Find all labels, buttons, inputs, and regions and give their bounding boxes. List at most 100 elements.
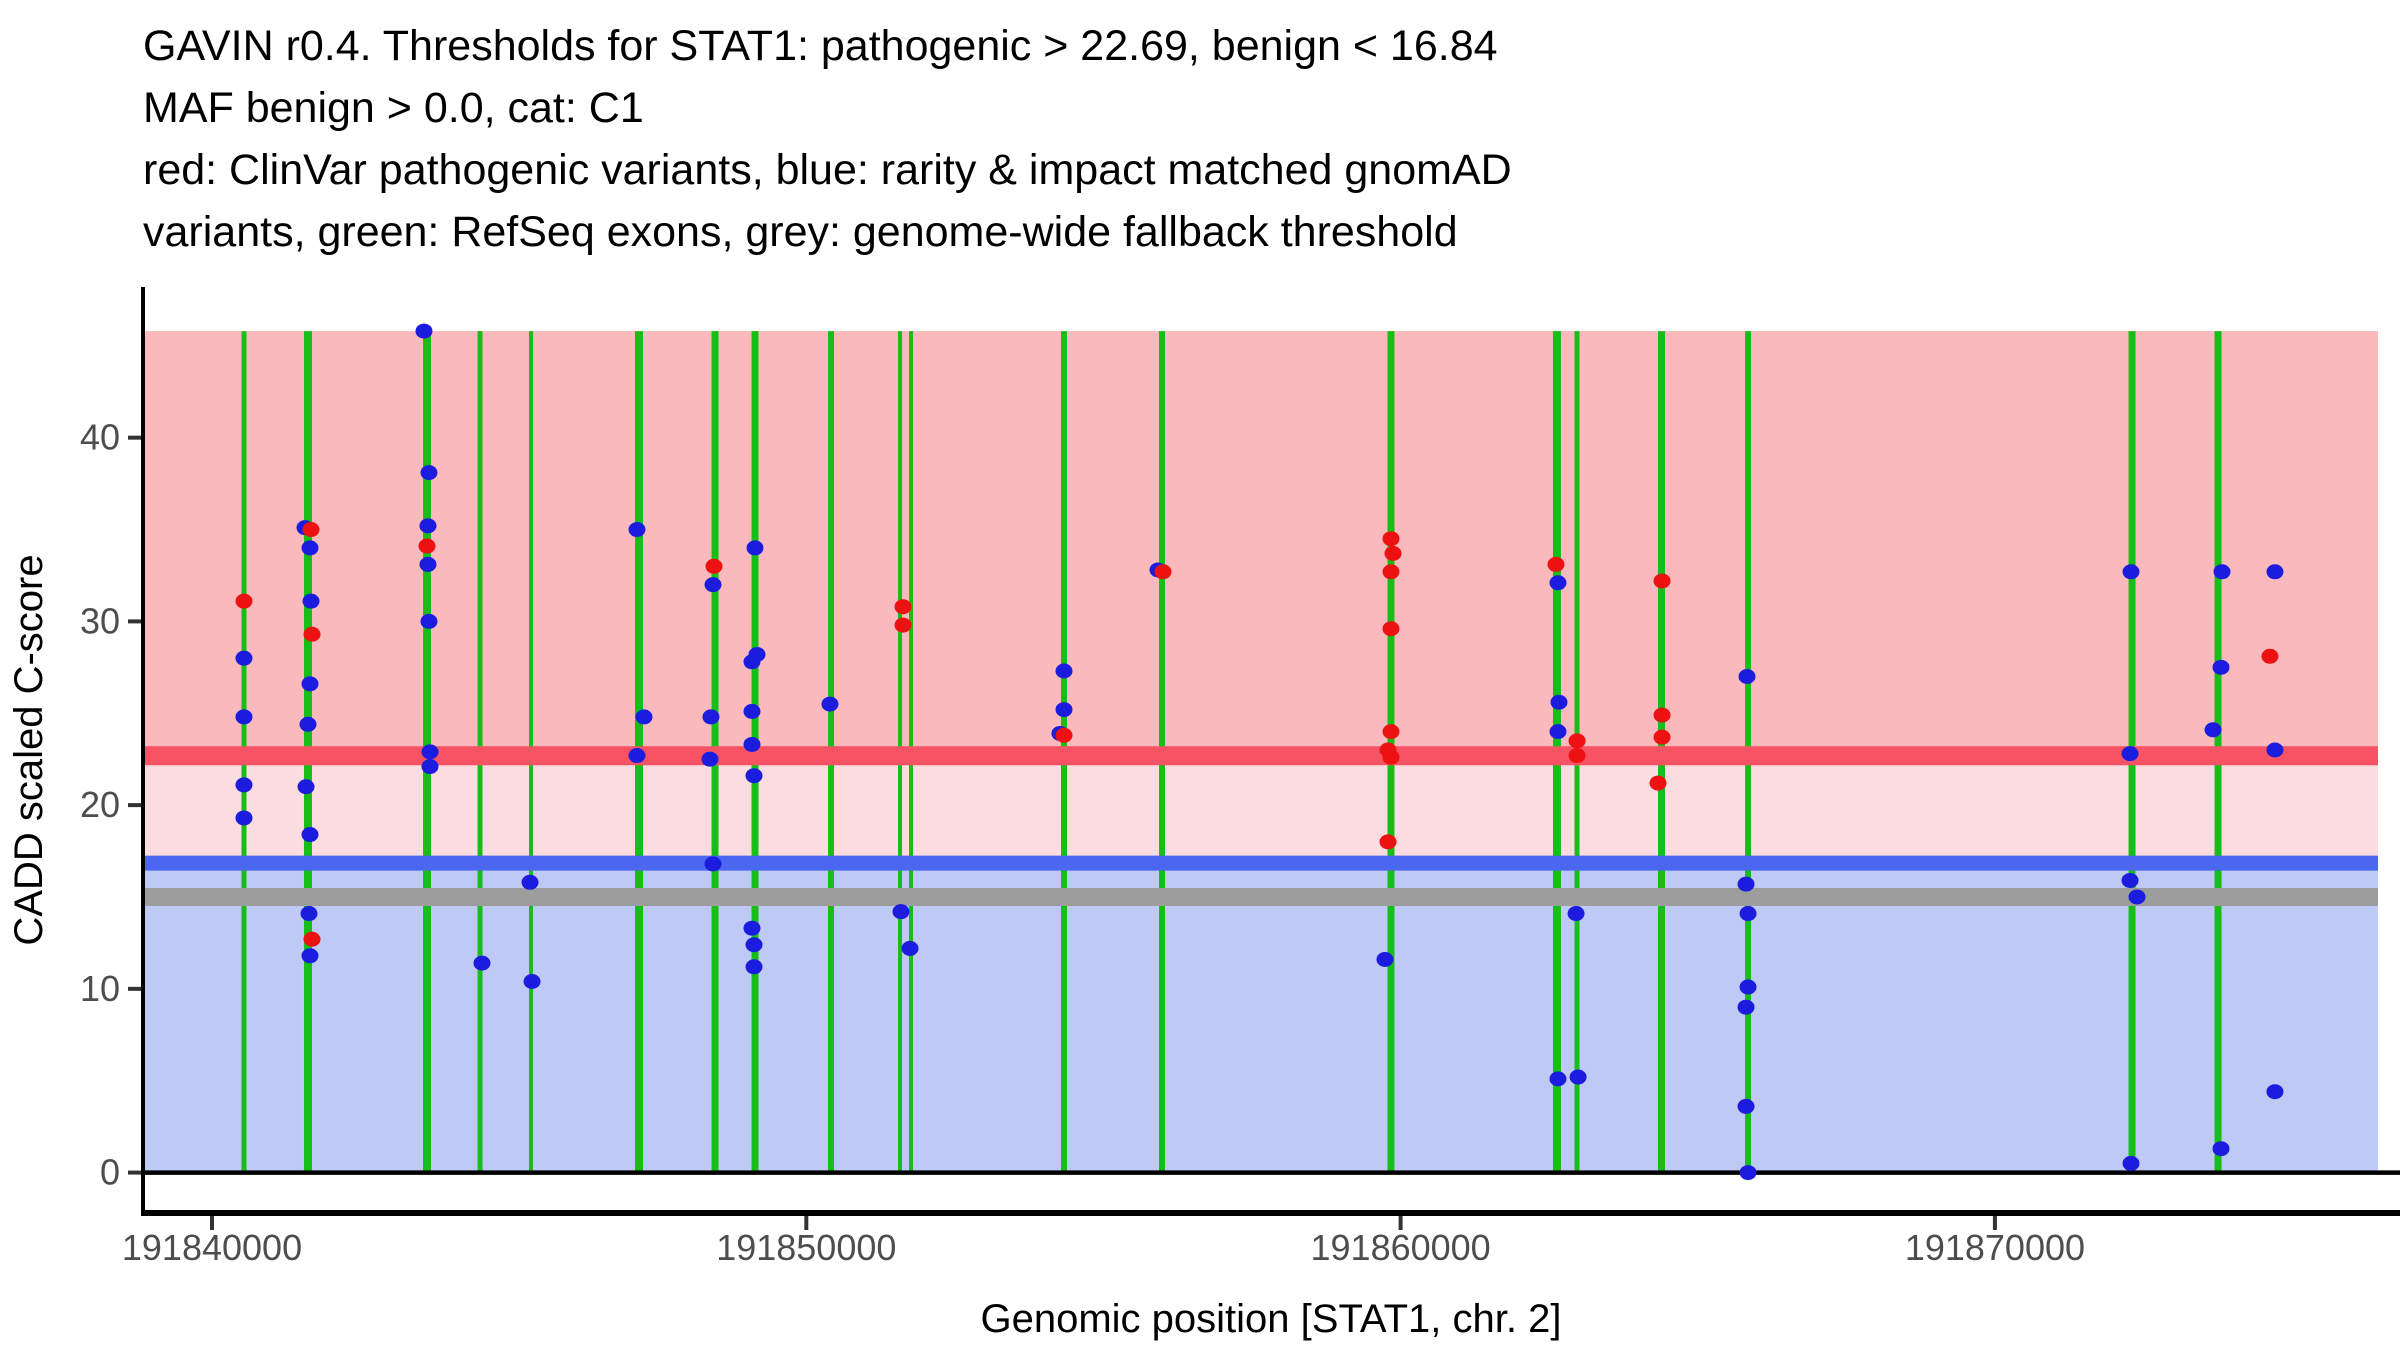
gnomad-variant-point (1055, 663, 1073, 679)
gnomad-variant-point (420, 613, 438, 629)
gnomad-variant-point (1055, 702, 1073, 718)
title-line-4: variants, green: RefSeq exons, grey: gen… (143, 208, 1458, 256)
gnomad-variant-point (419, 556, 437, 572)
gnomad-variant-point (235, 777, 253, 793)
gnomad-variant-point (635, 709, 653, 725)
clinvar-variant-point (2261, 648, 2279, 664)
y-tick-label: 10 (80, 968, 120, 1009)
gnomad-variant-point (1739, 906, 1757, 922)
gnomad-variant-point (743, 736, 761, 752)
gnomad-variant-point (1376, 951, 1394, 967)
gnomad-variant-point (302, 593, 320, 609)
gnomad-variant-point (2122, 1155, 2140, 1171)
clinvar-variant-point (1653, 707, 1671, 723)
clinvar-variant-point (1547, 556, 1565, 572)
y-tick-label: 0 (100, 1152, 120, 1193)
gnomad-variant-point (1739, 1165, 1757, 1181)
clinvar-variant-point (1384, 545, 1402, 561)
clinvar-variant-point (1379, 834, 1397, 850)
y-tick-label: 40 (80, 417, 120, 458)
gnomad-variant-point (743, 920, 761, 936)
title-line-2: MAF benign > 0.0, cat: C1 (143, 84, 644, 132)
gnomad-variant-point (1567, 906, 1585, 922)
gnomad-variant-point (702, 709, 720, 725)
x-tick-label: 191860000 (1311, 1227, 1491, 1268)
clinvar-variant-point (1382, 531, 1400, 547)
gnomad-variant-point (2122, 564, 2140, 580)
axes: 191840000 191850000 191860000 191870000 40 30… (80, 287, 2400, 1268)
gnomad-variant-point (235, 709, 253, 725)
gnomad-variant-point (297, 779, 315, 795)
gnomad-variant-point (1737, 1098, 1755, 1114)
gnomad-variant-point (299, 716, 317, 732)
gnomad-variant-point (523, 974, 541, 989)
gnomad-variant-point (235, 810, 253, 826)
gnomad-variant-point (420, 465, 438, 481)
gnomad-variant-point (628, 748, 646, 764)
threshold-lines (143, 746, 2379, 906)
title-line-1: GAVIN r0.4. Thresholds for STAT1: pathog… (143, 22, 1498, 70)
y-tick-label: 30 (80, 600, 120, 641)
gnomad-variant-point (1550, 694, 1568, 710)
chart-title: GAVIN r0.4. Thresholds for STAT1: pathog… (143, 22, 1512, 256)
clinvar-variant-point (1382, 621, 1400, 637)
gnomad-variant-point (2121, 872, 2139, 888)
gnomad-variant-point (1549, 575, 1567, 591)
clinvar-variant-point (1568, 733, 1586, 749)
clinvar-variant-point (303, 931, 321, 947)
clinvar-variant-point (235, 593, 253, 609)
clinvar-variant-point (1568, 748, 1586, 764)
clinvar-variant-point (1382, 749, 1400, 765)
x-axis-title: Genomic position [STAT1, chr. 2] (981, 1297, 1562, 1341)
uncertain-region (143, 755, 2379, 864)
gnomad-variant-point (745, 768, 763, 784)
x-tick-label: 191840000 (122, 1227, 302, 1268)
clinvar-variant-point (1649, 775, 1667, 791)
clinvar-points (235, 522, 2279, 947)
gnomad-variant-point (746, 540, 764, 556)
gnomad-variant-point (2266, 564, 2284, 580)
clinvar-variant-point (1382, 564, 1400, 580)
gnomad-variant-point (235, 650, 253, 666)
gnomad-variant-point (2128, 889, 2146, 905)
gnomad-variant-point (521, 874, 539, 890)
gnomad-variant-point (743, 703, 761, 719)
gnomad-variant-point (2212, 1141, 2230, 1157)
gnomad-variant-point (1549, 1071, 1567, 1087)
title-line-3: red: ClinVar pathogenic variants, blue: … (143, 146, 1512, 194)
clinvar-variant-point (418, 538, 436, 554)
gnomad-variant-point (1738, 669, 1756, 685)
gnomad-variant-point (704, 577, 722, 593)
clinvar-variant-point (1154, 564, 1172, 580)
clinvar-variant-point (302, 522, 320, 538)
benign-region (143, 863, 2379, 1173)
gnomad-variant-point (745, 959, 763, 975)
gnomad-variant-point (821, 696, 839, 712)
gnomad-variant-point (301, 676, 319, 692)
clinvar-variant-point (1055, 727, 1073, 743)
gnomad-variant-point (421, 759, 439, 775)
gnomad-variant-point (704, 856, 722, 872)
gnomad-variant-point (301, 540, 319, 556)
clinvar-variant-point (705, 558, 723, 574)
clinvar-variant-point (1653, 729, 1671, 745)
gnomad-variant-point (300, 906, 318, 922)
gnomad-variant-point (2204, 722, 2222, 738)
data-points (235, 323, 2284, 1181)
gnomad-variant-point (2213, 564, 2231, 580)
gnomad-variant-point (419, 518, 437, 534)
gnomad-variant-point (2266, 742, 2284, 758)
gnomad-variant-point (301, 827, 319, 843)
clinvar-variant-point (894, 617, 912, 633)
gnomad-variant-point (1737, 999, 1755, 1015)
clinvar-variant-point (303, 626, 321, 642)
x-tick-label: 191870000 (1905, 1227, 2085, 1268)
clinvar-variant-point (1653, 573, 1671, 589)
gnomad-variant-point (415, 323, 433, 339)
gnomad-variant-point (1737, 876, 1755, 892)
gnomad-variant-point (892, 904, 910, 920)
gnomad-variant-point (1569, 1069, 1587, 1085)
pathogenic-region (143, 331, 2379, 756)
